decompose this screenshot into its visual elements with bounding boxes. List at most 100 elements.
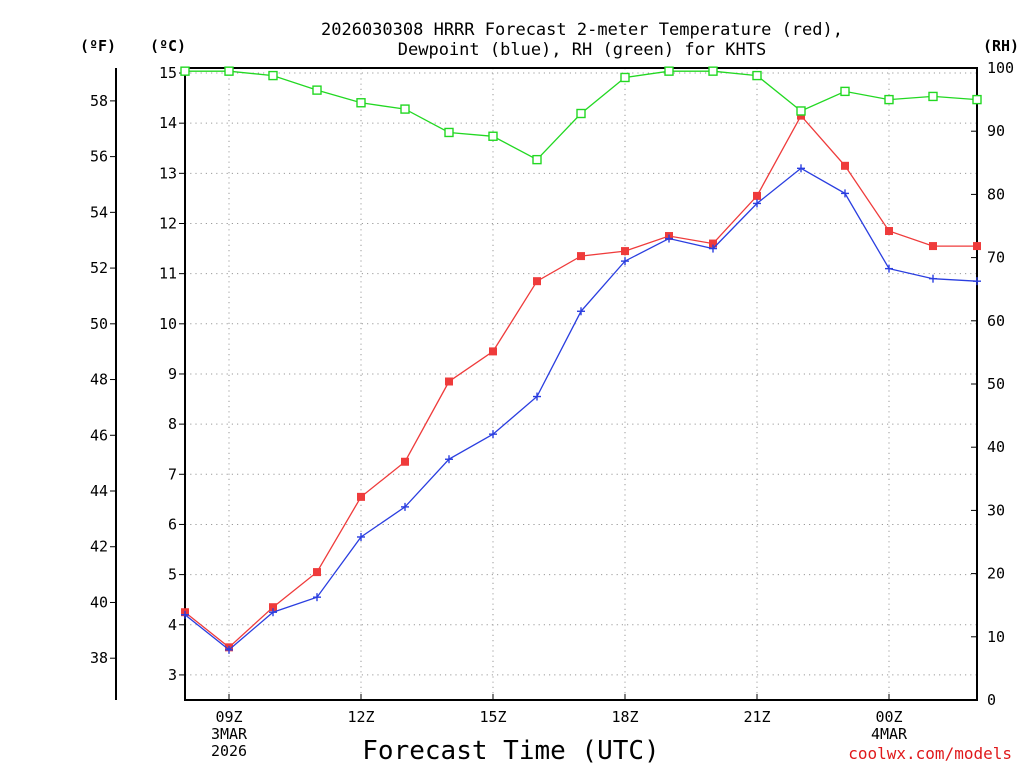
rh-point — [532, 154, 542, 165]
dewpoint-point — [885, 264, 893, 273]
x-tick-label: 18Z — [611, 708, 638, 726]
rh-tick-label: 60 — [987, 312, 1005, 330]
x-tick-label: 00Z — [875, 708, 902, 726]
temperature-point — [269, 603, 277, 612]
rh-point — [752, 70, 762, 81]
rh-tick-label: 70 — [987, 249, 1005, 267]
celsius-tick-label: 7 — [168, 465, 177, 483]
series-2-meter-temperature — [181, 111, 981, 652]
fahrenheit-tick-label: 42 — [90, 538, 108, 556]
series-line — [184, 167, 978, 651]
gridlines — [185, 68, 977, 700]
celsius-tick-label: 5 — [168, 566, 177, 584]
celsius-tick-label: 4 — [168, 616, 177, 634]
temperature-point — [709, 239, 717, 248]
chart-title-line-2: Dewpoint (blue), RH (green) for KHTS — [398, 40, 766, 60]
temperature-point — [445, 377, 453, 386]
rh-point — [840, 86, 850, 97]
data-series — [180, 66, 982, 654]
x-tick-label: 12Z — [347, 708, 374, 726]
rh-tick-label: 40 — [987, 438, 1005, 456]
rh-point — [180, 66, 190, 76]
dewpoint-point — [753, 199, 761, 208]
rh-tick-label: 80 — [987, 185, 1005, 203]
celsius-tick-label: 15 — [159, 64, 177, 82]
dewpoint-point — [313, 593, 321, 602]
x-tick-label: 09Z — [215, 708, 242, 726]
temperature-point — [885, 227, 893, 236]
dewpoint-point — [973, 277, 981, 286]
series-dewpoint — [181, 164, 981, 654]
rh-point — [224, 66, 234, 76]
fahrenheit-tick-label: 38 — [90, 649, 108, 667]
x-tick-label: 15Z — [479, 708, 506, 726]
temperature-point — [973, 242, 981, 251]
chart-title-line-1: 2026030308 HRRR Forecast 2-meter Tempera… — [321, 20, 843, 40]
temperature-point — [621, 247, 629, 256]
celsius-tick-label: 13 — [159, 164, 177, 182]
dewpoint-point — [797, 164, 805, 173]
rh-point — [884, 94, 894, 105]
temperature-point — [489, 347, 497, 356]
fahrenheit-tick-label: 46 — [90, 426, 108, 444]
fahrenheit-tick-label: 44 — [90, 482, 108, 500]
fahrenheit-unit-label: (ºF) — [80, 37, 116, 55]
rh-point — [400, 104, 410, 114]
fahrenheit-tick-label: 56 — [90, 148, 108, 166]
temperature-point — [753, 191, 761, 200]
celsius-unit-label: (ºC) — [150, 37, 186, 55]
axes: 3456789101112131415384042444648505254565… — [90, 59, 1014, 709]
x-tick-label: 2026 — [211, 742, 247, 760]
rh-point — [708, 66, 718, 76]
rh-tick-label: 100 — [987, 59, 1014, 77]
temperature-point — [401, 457, 409, 466]
rh-tick-label: 30 — [987, 501, 1005, 519]
dewpoint-point — [269, 608, 277, 617]
rh-point — [444, 127, 454, 138]
x-tick-label: 4MAR — [871, 725, 908, 743]
celsius-tick-label: 3 — [168, 666, 177, 684]
celsius-tick-label: 9 — [168, 365, 177, 383]
celsius-tick-label: 6 — [168, 515, 177, 533]
rh-point — [268, 70, 278, 81]
x-tick-label: 3MAR — [211, 725, 248, 743]
temperature-point — [577, 252, 585, 261]
temperature-point — [313, 568, 321, 577]
rh-point — [664, 66, 674, 76]
rh-tick-label: 20 — [987, 565, 1005, 583]
series-rh — [180, 66, 982, 165]
dewpoint-point — [225, 645, 233, 654]
fahrenheit-tick-label: 48 — [90, 371, 108, 389]
rh-tick-label: 0 — [987, 691, 996, 709]
rh-point — [972, 94, 982, 105]
fahrenheit-tick-label: 50 — [90, 315, 108, 333]
x-tick-label: 21Z — [743, 708, 770, 726]
rh-point — [620, 72, 630, 83]
dewpoint-point — [181, 610, 189, 619]
credit-text: coolwx.com/models — [848, 744, 1012, 763]
dewpoint-point — [577, 307, 585, 316]
rh-point — [576, 108, 586, 119]
celsius-tick-label: 11 — [159, 265, 177, 283]
temperature-point — [841, 161, 849, 170]
dewpoint-point — [533, 392, 541, 401]
dewpoint-point — [621, 257, 629, 266]
dewpoint-point — [445, 455, 453, 464]
rh-point — [356, 98, 366, 108]
series-line — [184, 114, 977, 649]
x-axis-label: Forecast Time (UTC) — [362, 736, 659, 766]
temperature-point — [929, 242, 937, 251]
celsius-tick-label: 8 — [168, 415, 177, 433]
rh-point — [928, 91, 938, 102]
rh-tick-label: 50 — [987, 375, 1005, 393]
fahrenheit-tick-label: 40 — [90, 593, 108, 611]
dewpoint-point — [665, 234, 673, 243]
temperature-point — [357, 492, 365, 501]
rh-unit-label: (RH) — [983, 37, 1019, 55]
temperature-point — [533, 277, 541, 286]
dewpoint-point — [357, 532, 365, 541]
dewpoint-point — [489, 430, 497, 439]
rh-point — [796, 106, 806, 116]
rh-point — [312, 85, 322, 95]
